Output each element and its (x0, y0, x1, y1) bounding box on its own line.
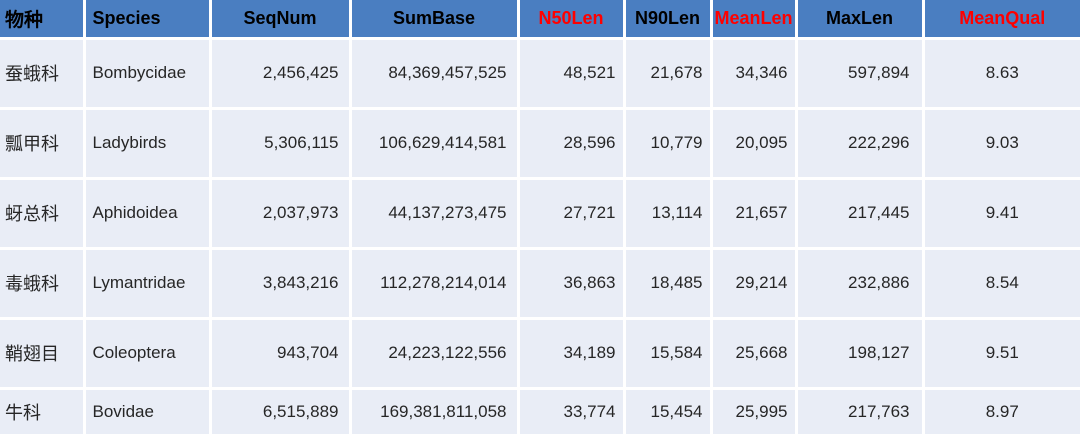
cell-n50len: 33,774 (518, 388, 626, 434)
cell-meanlen: 29,214 (711, 248, 798, 320)
cell-n50len: 48,521 (518, 38, 626, 110)
cell-meanlen: 25,995 (711, 388, 798, 434)
cell-meanqual: 8.54 (923, 248, 1080, 320)
cell-maxlen: 232,886 (796, 248, 925, 320)
table-row: 蚕蛾科 Bombycidae 2,456,425 84,369,457,525 … (0, 38, 1080, 110)
cell-seqnum: 3,843,216 (210, 248, 352, 320)
cell-meanlen: 25,668 (711, 318, 798, 390)
cell-sumbase: 84,369,457,525 (350, 38, 520, 110)
cell-species-cn: 牛科 (0, 388, 86, 434)
cell-meanqual: 8.63 (923, 38, 1080, 110)
cell-species-cn: 毒蛾科 (0, 248, 86, 320)
cell-meanqual: 9.41 (923, 178, 1080, 250)
col-header-species-cn: 物种 (0, 0, 86, 40)
table-row: 毒蛾科 Lymantridae 3,843,216 112,278,214,01… (0, 248, 1080, 320)
cell-species: Bovidae (84, 388, 212, 434)
cell-meanqual: 9.03 (923, 108, 1080, 180)
col-header-n50len: N50Len (518, 0, 626, 40)
cell-seqnum: 2,456,425 (210, 38, 352, 110)
table-row: 鞘翅目 Coleoptera 943,704 24,223,122,556 34… (0, 318, 1080, 390)
cell-sumbase: 44,137,273,475 (350, 178, 520, 250)
col-header-meanqual: MeanQual (923, 0, 1080, 40)
table-row: 蚜总科 Aphidoidea 2,037,973 44,137,273,475 … (0, 178, 1080, 250)
cell-species: Lymantridae (84, 248, 212, 320)
table-row: 瓢甲科 Ladybirds 5,306,115 106,629,414,581 … (0, 108, 1080, 180)
cell-seqnum: 2,037,973 (210, 178, 352, 250)
cell-sumbase: 169,381,811,058 (350, 388, 520, 434)
cell-maxlen: 222,296 (796, 108, 925, 180)
cell-n90len: 15,584 (624, 318, 713, 390)
col-header-sumbase: SumBase (350, 0, 520, 40)
cell-meanlen: 34,346 (711, 38, 798, 110)
cell-maxlen: 217,763 (796, 388, 925, 434)
cell-meanqual: 8.97 (923, 388, 1080, 434)
cell-sumbase: 24,223,122,556 (350, 318, 520, 390)
cell-seqnum: 5,306,115 (210, 108, 352, 180)
cell-species-cn: 蚕蛾科 (0, 38, 86, 110)
col-header-species: Species (84, 0, 212, 40)
col-header-n90len: N90Len (624, 0, 713, 40)
cell-n90len: 13,114 (624, 178, 713, 250)
cell-n50len: 28,596 (518, 108, 626, 180)
col-header-seqnum: SeqNum (210, 0, 352, 40)
data-table: 物种 Species SeqNum SumBase N50Len N90Len … (0, 0, 1080, 434)
cell-maxlen: 198,127 (796, 318, 925, 390)
table-row: 牛科 Bovidae 6,515,889 169,381,811,058 33,… (0, 388, 1080, 434)
cell-n90len: 21,678 (624, 38, 713, 110)
cell-seqnum: 6,515,889 (210, 388, 352, 434)
col-header-meanlen: MeanLen (711, 0, 798, 40)
cell-meanlen: 20,095 (711, 108, 798, 180)
cell-maxlen: 217,445 (796, 178, 925, 250)
cell-sumbase: 112,278,214,014 (350, 248, 520, 320)
cell-meanqual: 9.51 (923, 318, 1080, 390)
cell-species-cn: 蚜总科 (0, 178, 86, 250)
col-header-maxlen: MaxLen (796, 0, 925, 40)
cell-n50len: 36,863 (518, 248, 626, 320)
cell-n90len: 15,454 (624, 388, 713, 434)
cell-species: Ladybirds (84, 108, 212, 180)
cell-maxlen: 597,894 (796, 38, 925, 110)
cell-species: Bombycidae (84, 38, 212, 110)
cell-n90len: 10,779 (624, 108, 713, 180)
header-row: 物种 Species SeqNum SumBase N50Len N90Len … (0, 0, 1080, 40)
cell-species: Coleoptera (84, 318, 212, 390)
cell-seqnum: 943,704 (210, 318, 352, 390)
cell-n90len: 18,485 (624, 248, 713, 320)
cell-species: Aphidoidea (84, 178, 212, 250)
cell-n50len: 34,189 (518, 318, 626, 390)
cell-meanlen: 21,657 (711, 178, 798, 250)
cell-species-cn: 鞘翅目 (0, 318, 86, 390)
cell-sumbase: 106,629,414,581 (350, 108, 520, 180)
cell-n50len: 27,721 (518, 178, 626, 250)
cell-species-cn: 瓢甲科 (0, 108, 86, 180)
